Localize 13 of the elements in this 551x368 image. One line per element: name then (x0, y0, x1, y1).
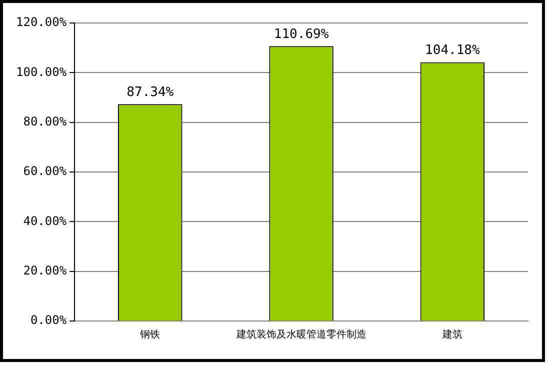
x-tick-label: 钢铁 (139, 328, 160, 341)
y-tick-label: 80.00% (23, 114, 68, 128)
y-tick-label: 120.00% (16, 15, 68, 30)
y-tick-label: 0.00% (30, 313, 68, 328)
data-label: 87.34% (126, 84, 174, 100)
data-label: 110.69% (274, 26, 329, 42)
y-tick-label: 40.00% (23, 214, 68, 228)
x-tick-label: 建筑装饰及水暖管道零件制造 (235, 328, 366, 341)
y-tick-label: 20.00% (23, 263, 68, 278)
x-tick-label: 建筑 (441, 328, 462, 341)
y-tick-label: 60.00% (23, 164, 68, 178)
y-tick-label: 100.00% (16, 64, 68, 79)
data-label: 104.18% (425, 43, 480, 58)
